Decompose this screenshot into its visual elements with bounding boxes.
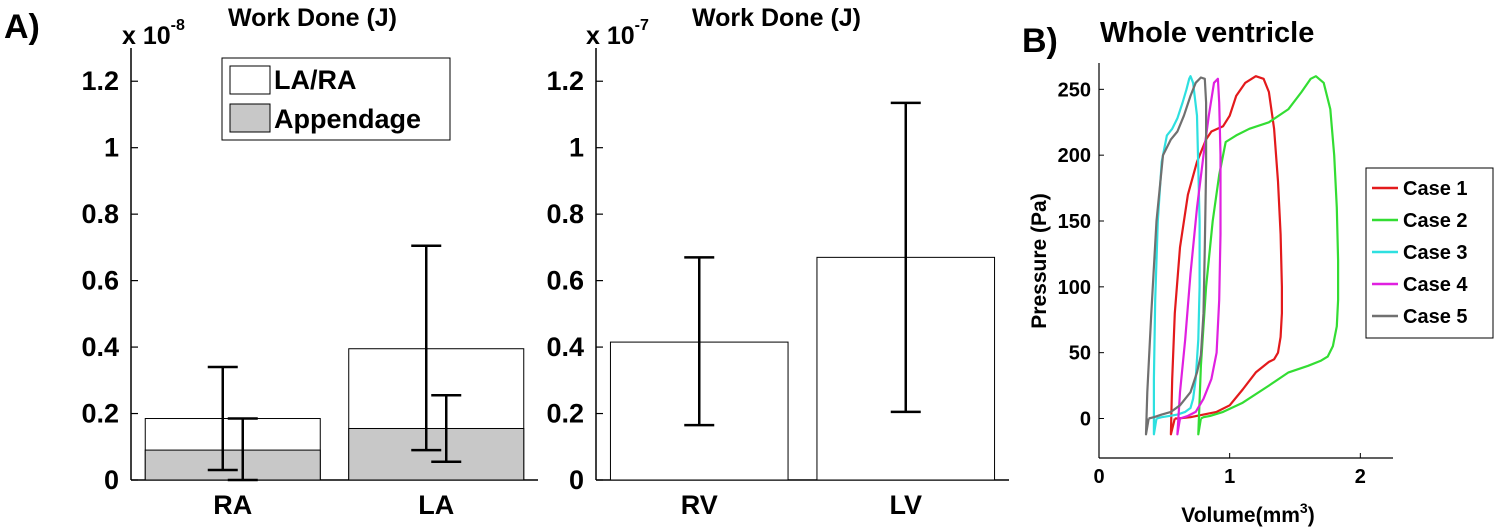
pv-legend-label-case-2: Case 2 <box>1403 210 1468 232</box>
chart-atria-work: 0 0.2 0.4 0.6 0.8 1 1.2 RA LA LA/RA Appendage <box>81 48 538 520</box>
y-tick-label: 0.6 <box>546 266 584 296</box>
x-tick-label: LA <box>418 490 454 520</box>
x-tick-label: RV <box>681 490 718 520</box>
y-tick-label: 1 <box>104 133 119 163</box>
right-chart-title: Work Done (J) <box>692 4 861 32</box>
left-chart-title: Work Done (J) <box>228 4 397 32</box>
pv-y-tick-label: 0 <box>1080 409 1091 431</box>
pv-legend-label-case-4: Case 4 <box>1403 274 1468 296</box>
legend-swatch-appendage <box>229 103 271 133</box>
legend-label-la-ra: LA/RA <box>274 65 357 95</box>
xlabel-superscript: 3 <box>1300 500 1308 516</box>
pv-y-tick-label: 50 <box>1069 343 1091 365</box>
legend: LA/RA Appendage <box>221 57 451 141</box>
error-bar <box>684 256 715 427</box>
right-scale-base: x 10 <box>586 22 635 50</box>
y-tick-label: 0.8 <box>546 199 584 229</box>
pv-x-tick-label: 0 <box>1093 466 1104 488</box>
bar-appendage <box>144 449 321 481</box>
left-scale-exponent: -8 <box>171 17 185 34</box>
y-tick-label: 0.4 <box>546 332 584 362</box>
y-tick-label: 0 <box>569 465 584 495</box>
y-tick-label: 1.2 <box>81 66 119 96</box>
y-tick-label: 0.2 <box>546 399 584 429</box>
legend-swatch-la-ra <box>229 65 271 95</box>
pv-x-tick-label: 1 <box>1224 466 1235 488</box>
panel-b-ylabel: Pressure (Pa) <box>1028 193 1051 328</box>
y-tick-label: 1.2 <box>546 66 584 96</box>
pv-loop-case-1 <box>1169 75 1284 436</box>
panel-a-label: A) <box>4 8 40 46</box>
y-tick-label: 0.4 <box>81 332 119 362</box>
y-tick-label: 0.8 <box>81 199 119 229</box>
left-scale-note: x 10-8 <box>122 17 185 50</box>
y-tick-label: 0.6 <box>81 266 119 296</box>
right-scale-note: x 10-7 <box>586 17 649 50</box>
pv-legend: Case 1 Case 2 Case 3 Case 4 Case 5 <box>1365 167 1494 339</box>
pv-y-tick-label: 200 <box>1058 145 1091 167</box>
chart-ventricle-work: 0 0.2 0.4 0.6 0.8 1 1.2 RV LV <box>546 48 1009 520</box>
error-bar-la-ra <box>207 365 238 472</box>
y-tick-label: 1 <box>569 133 584 163</box>
error-bar-la-ra <box>411 244 442 452</box>
error-bar-appendage <box>227 417 258 482</box>
legend-label-appendage: Appendage <box>274 104 421 134</box>
pv-legend-label-case-1: Case 1 <box>1403 178 1468 200</box>
pv-y-tick-label: 100 <box>1058 277 1091 299</box>
panel-b-title: Whole ventricle <box>1100 17 1314 49</box>
right-scale-exponent: -7 <box>635 17 649 34</box>
error-bar-appendage <box>431 394 462 463</box>
panel-b-label: B) <box>1022 22 1058 60</box>
pv-legend-label-case-3: Case 3 <box>1403 242 1468 264</box>
y-tick-label: 0.2 <box>81 399 119 429</box>
bar-appendage <box>348 427 525 481</box>
error-bar <box>890 101 921 414</box>
x-tick-label: RA <box>213 490 252 520</box>
pv-loop-case-5 <box>1144 76 1208 436</box>
pv-x-tick-label: 2 <box>1355 466 1366 488</box>
pv-y-tick-label: 150 <box>1058 211 1091 233</box>
y-tick-label: 0 <box>104 465 119 495</box>
left-scale-base: x 10 <box>122 22 171 50</box>
pv-legend-label-case-5: Case 5 <box>1403 306 1468 328</box>
panel-b-xlabel: Volume(mm3) <box>1181 500 1314 527</box>
pv-y-tick-label: 250 <box>1058 79 1091 101</box>
xlabel-close: ) <box>1308 504 1315 527</box>
pv-loop-case-4 <box>1176 77 1222 436</box>
x-tick-label: LV <box>890 490 923 520</box>
xlabel-text: Volume(mm <box>1181 504 1300 527</box>
